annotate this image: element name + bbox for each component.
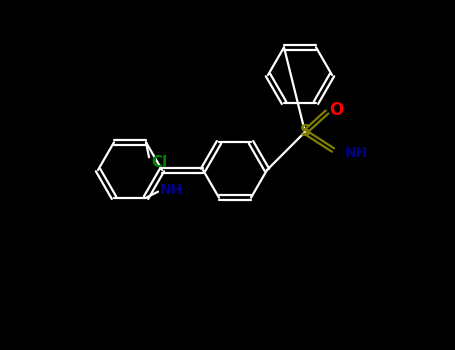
Text: Cl: Cl xyxy=(151,155,167,170)
Text: NH: NH xyxy=(345,146,368,160)
Text: NH: NH xyxy=(160,183,183,197)
Text: O: O xyxy=(329,101,343,119)
Text: S: S xyxy=(299,125,310,140)
